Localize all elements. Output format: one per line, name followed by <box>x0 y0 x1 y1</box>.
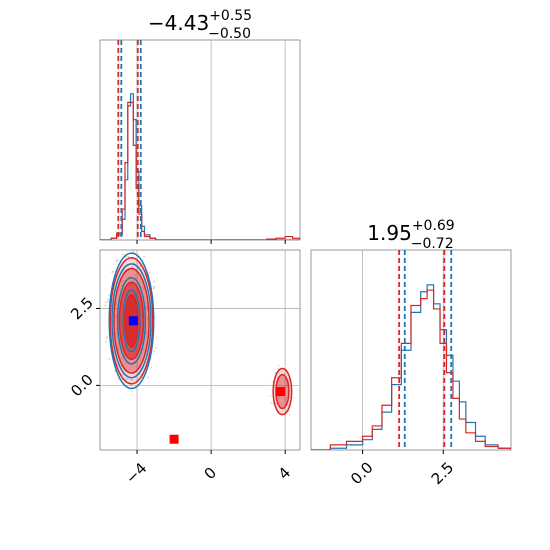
sample-point <box>117 349 120 351</box>
sample-point <box>274 372 277 374</box>
sample-point <box>115 332 118 334</box>
sample-point <box>275 402 277 405</box>
sample-point <box>121 253 124 256</box>
sample-point <box>127 255 130 258</box>
sample-point <box>130 385 133 387</box>
sample-point <box>105 337 108 340</box>
title-value: −4.43 <box>148 11 209 35</box>
sample-point <box>145 331 147 334</box>
sample-point <box>106 301 109 303</box>
sample-point <box>105 340 107 343</box>
sample-point <box>106 298 109 301</box>
sample-point <box>112 270 114 273</box>
sample-point <box>131 379 134 382</box>
sample-point <box>142 347 145 350</box>
sample-point <box>147 376 149 379</box>
sample-point <box>117 259 119 261</box>
marginal-histogram-param-1: −4.43+0.55 −0.50 <box>99 8 301 244</box>
marginal-histogram-param-2: 0.0 2.5 1.95+0.69 −0.72 <box>310 218 512 488</box>
histogram-series <box>311 289 511 450</box>
sample-point <box>121 280 123 282</box>
sample-point <box>115 260 118 262</box>
sample-point <box>153 350 155 352</box>
sample-point <box>121 357 123 360</box>
sample-point <box>153 285 155 288</box>
histogram-series <box>100 101 300 240</box>
sample-point <box>288 410 290 412</box>
marginal-title-param-1: −4.43+0.55 −0.50 <box>148 8 252 42</box>
x-tick-label: 4 <box>275 464 294 483</box>
sample-point <box>277 367 279 370</box>
sample-point <box>117 378 119 380</box>
sample-point <box>149 271 151 274</box>
sample-point <box>288 380 290 382</box>
sample-point <box>128 248 130 250</box>
x-tick-label: 0 <box>201 464 220 483</box>
histogram-series <box>100 93 300 240</box>
sample-point <box>132 280 135 282</box>
marker-point <box>128 316 138 326</box>
title-lower-error: −0.72 <box>411 236 454 252</box>
sample-point <box>108 358 110 360</box>
sample-point <box>136 388 139 391</box>
sample-point <box>288 413 291 416</box>
sample-point <box>269 395 271 398</box>
sample-point <box>107 294 110 297</box>
sample-point <box>121 373 124 376</box>
sample-point <box>115 303 117 305</box>
title-lower-error: −0.50 <box>208 26 251 42</box>
x-tick-label: 2.5 <box>428 458 458 488</box>
contour-level <box>111 263 152 379</box>
sample-point <box>270 402 273 404</box>
sample-point <box>285 385 288 388</box>
histogram-series <box>311 284 511 450</box>
sample-point <box>150 366 153 369</box>
y-tick-label: 0.0 <box>67 371 97 401</box>
contour-level <box>116 276 147 365</box>
sample-point <box>136 364 138 367</box>
sample-point <box>126 377 128 380</box>
sample-point <box>142 287 145 290</box>
sample-point <box>106 335 109 338</box>
sample-point <box>104 304 107 307</box>
sample-point <box>143 255 146 258</box>
sample-point <box>277 365 280 367</box>
y-tick-label: 2.5 <box>67 294 97 324</box>
sample-point <box>114 370 117 373</box>
sample-point <box>145 306 148 308</box>
sample-point <box>146 318 149 320</box>
joint-contour-panel: −4 0 4 0.0 2.5 <box>67 248 301 487</box>
title-value: 1.95 <box>367 221 412 245</box>
sample-point <box>277 396 280 399</box>
sample-point <box>132 250 135 253</box>
sample-point <box>269 384 272 387</box>
sample-point <box>139 265 142 267</box>
sample-point <box>125 256 128 258</box>
sample-point <box>293 397 295 399</box>
contour-level <box>122 289 141 353</box>
sample-point <box>133 261 135 264</box>
marker-point <box>169 434 179 444</box>
sample-point <box>131 390 133 393</box>
sample-point <box>145 302 148 305</box>
marginal-title-param-2: 1.95+0.69 −0.72 <box>367 218 454 252</box>
sample-point <box>282 404 285 407</box>
sample-point <box>105 301 107 303</box>
x-tick-label: −4 <box>122 459 150 487</box>
contour-level <box>108 252 155 390</box>
sample-point <box>130 379 132 381</box>
sample-point <box>116 347 119 349</box>
title-upper-error: +0.69 <box>412 218 455 234</box>
sample-point <box>134 274 136 277</box>
sample-point <box>153 280 155 283</box>
marker-point <box>276 387 286 397</box>
x-tick-label: 0.0 <box>347 458 377 488</box>
title-upper-error: +0.55 <box>209 8 252 24</box>
sample-point <box>155 347 157 349</box>
sample-point <box>152 287 155 290</box>
